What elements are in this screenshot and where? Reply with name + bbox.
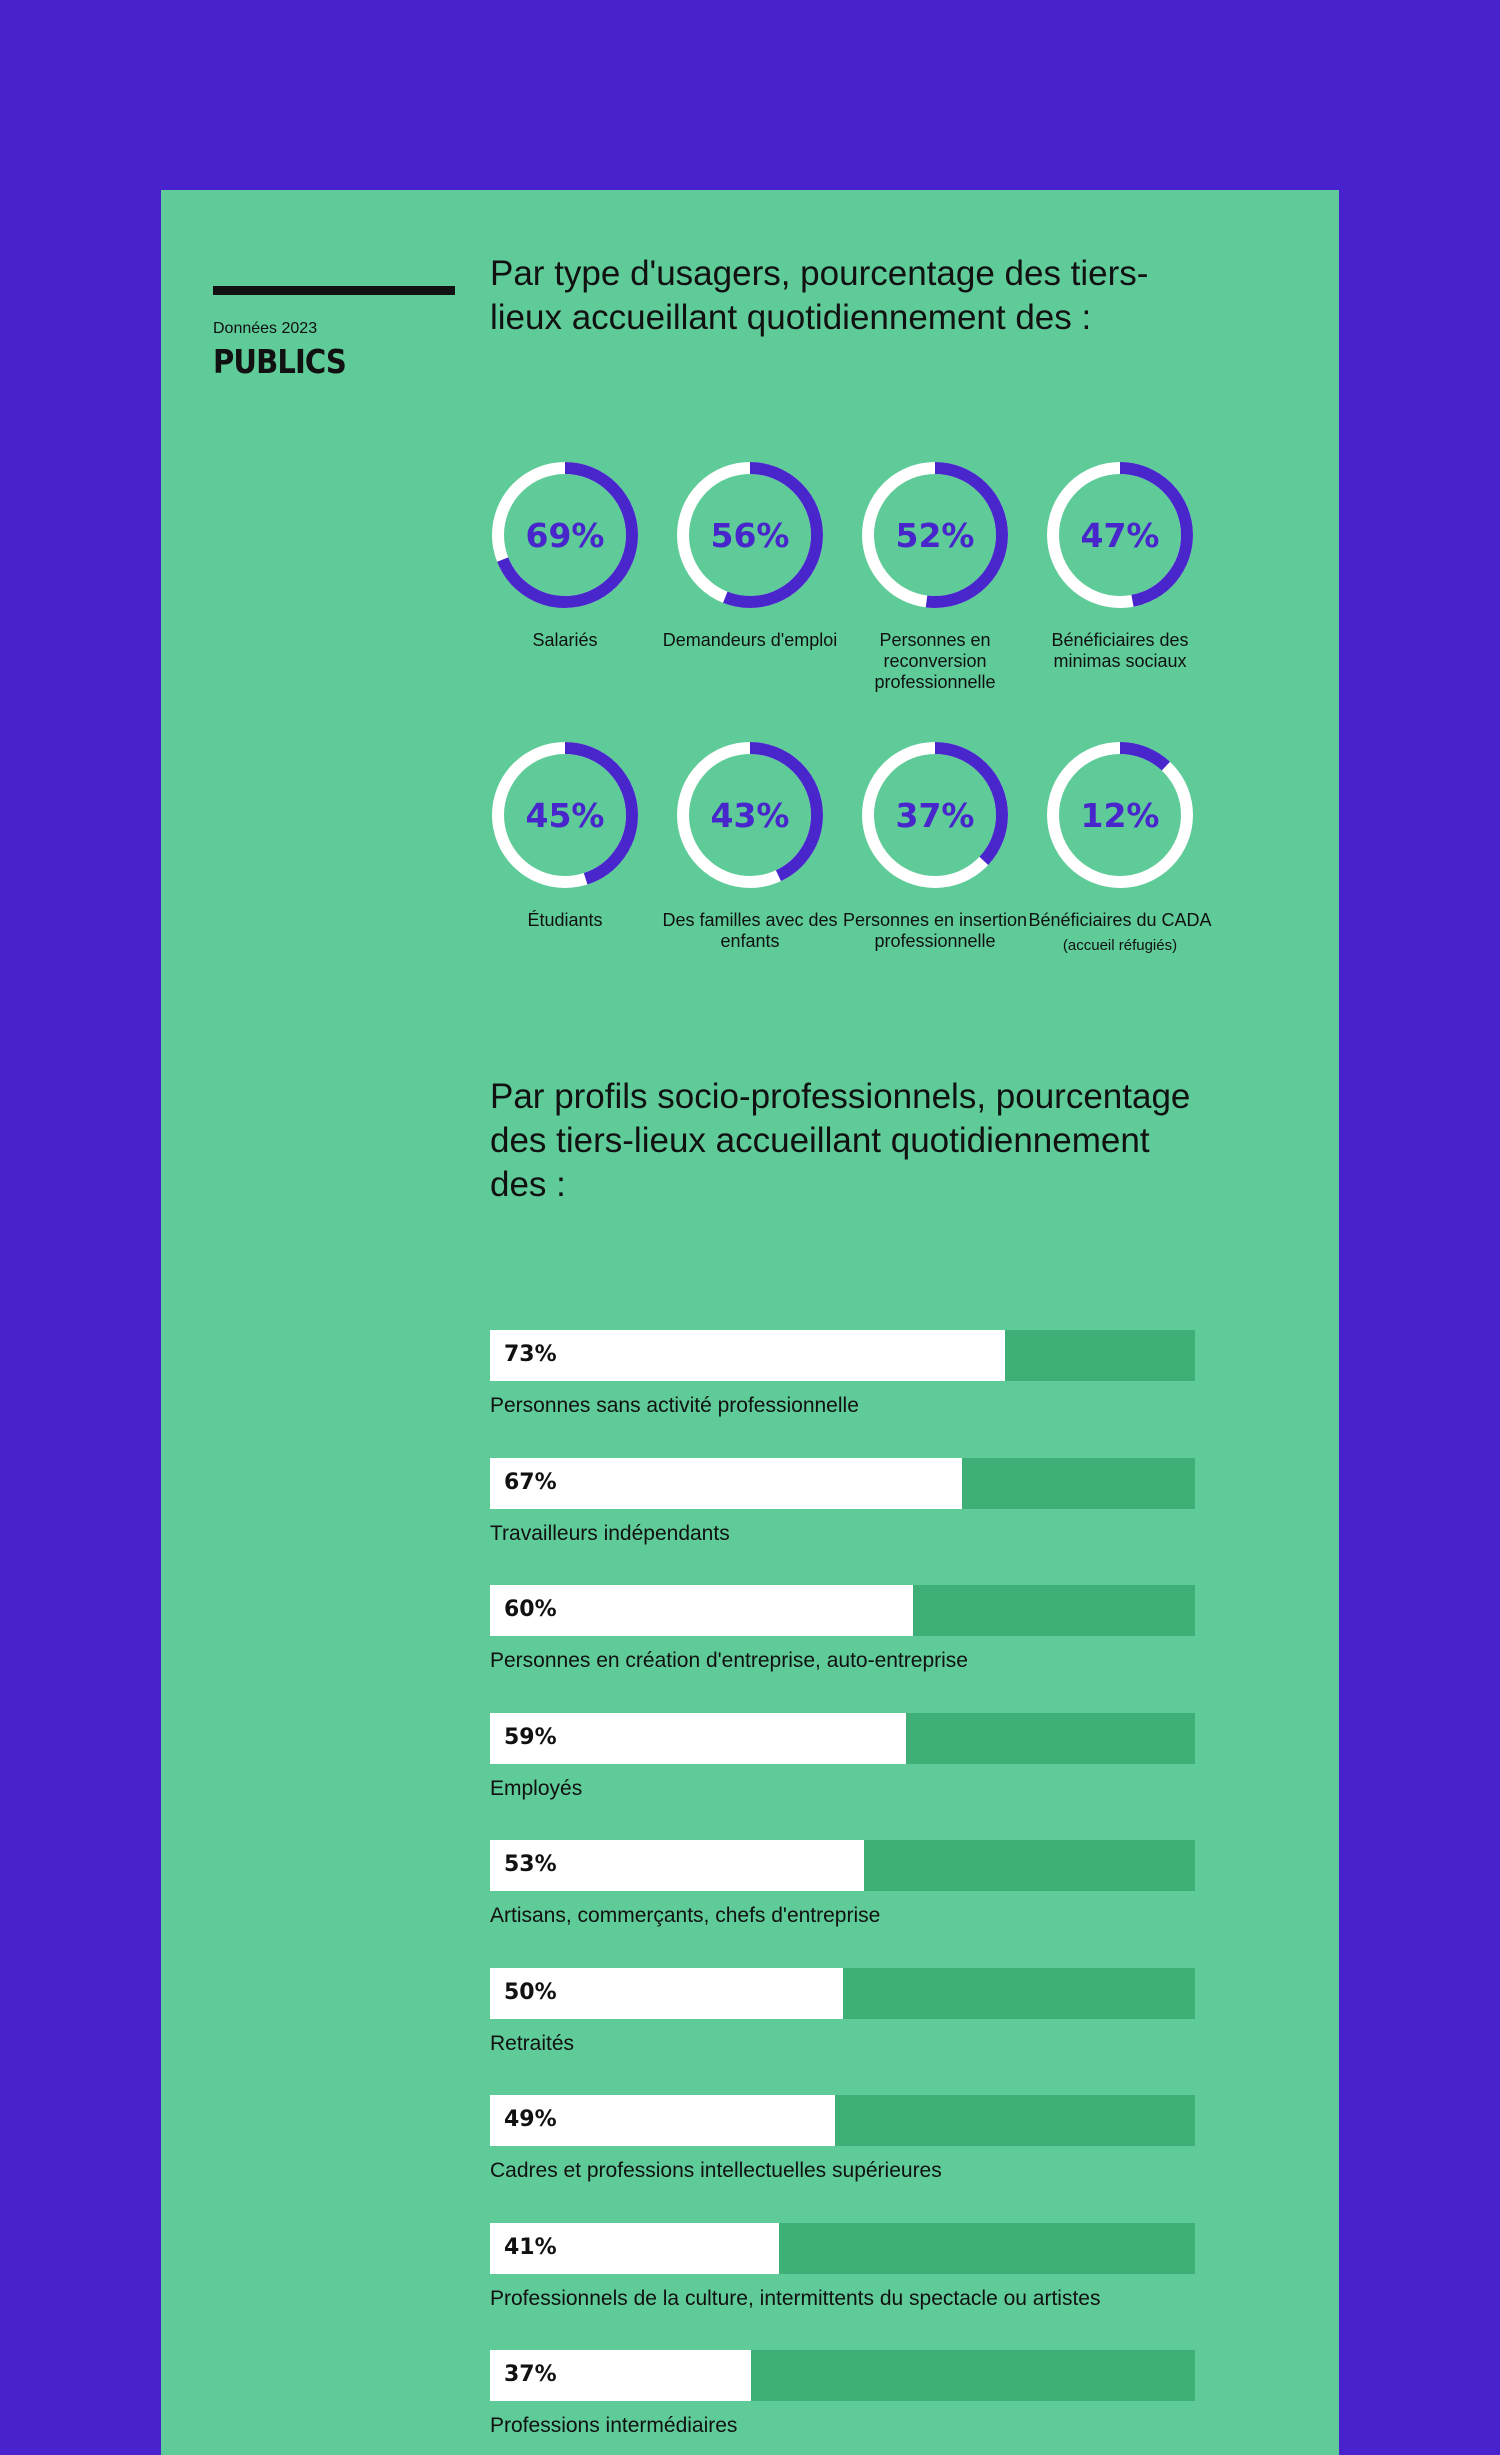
bar bbox=[490, 1457, 963, 1509]
donut-value: 47% bbox=[1081, 516, 1160, 555]
bar-track: 67% bbox=[490, 1457, 1195, 1509]
donut-item: 52% Personnes en reconversion professionn… bbox=[842, 460, 1028, 693]
donut-item: 37% Personnes en insertion professionnell… bbox=[842, 740, 1028, 952]
bar-value-label: 49% bbox=[504, 2107, 557, 2132]
donut-label: Salariés bbox=[532, 630, 598, 650]
bar-row: 67% Travailleurs indépendants bbox=[490, 1457, 1195, 1558]
bar-row: 41% Professionnels de la culture, intermi… bbox=[490, 2222, 1195, 2323]
bar-value-label: 59% bbox=[504, 1724, 557, 1750]
donut-chart: 47% bbox=[1047, 462, 1193, 608]
donut-item: 69% Salariés bbox=[472, 460, 658, 651]
donut-arc bbox=[862, 742, 1008, 888]
donut-item: 12% Bénéficiaires du CADA (accueil réfugié… bbox=[1027, 740, 1213, 955]
bar-value-label: 50% bbox=[504, 1979, 557, 2005]
donut-sublabel: (accueil réfugiés) bbox=[1062, 937, 1178, 954]
donut-arc bbox=[1047, 462, 1193, 608]
donut-value: 69% bbox=[526, 516, 605, 555]
donut-value: 43% bbox=[711, 796, 790, 835]
donut-label: Personnes en reconversion professionnell… bbox=[874, 630, 996, 692]
donut-label: Personnes en insertion professionnelle bbox=[842, 910, 1028, 951]
bar-value-label: 60% bbox=[504, 1597, 557, 1622]
donut-label: Étudiants bbox=[527, 910, 603, 930]
title-rule bbox=[213, 286, 455, 295]
bar-category-label: Retraités bbox=[490, 2031, 575, 2055]
donut-chart-grid: 69% Salariés 56% Demandeurs d'emploi 52% Pers… bbox=[490, 460, 1230, 980]
bar bbox=[490, 1967, 843, 2019]
donut-arc bbox=[862, 462, 1008, 608]
donut-chart: 12% bbox=[1047, 742, 1193, 888]
donut-section-heading: Par type d'usagers, pourcentage des tier… bbox=[490, 254, 1149, 337]
donut-value: 45% bbox=[526, 796, 605, 835]
donut-value: 56% bbox=[711, 516, 790, 555]
bar bbox=[490, 1585, 913, 1636]
bar-track: 60% bbox=[490, 1585, 1195, 1636]
bar-row: 53% Artisans, commerçants, chefs d'entrep… bbox=[490, 1840, 1195, 1940]
donut-chart: 45% bbox=[492, 742, 638, 888]
donut-chart: 37% bbox=[862, 742, 1008, 888]
bar-track: 73% bbox=[490, 1330, 1195, 1381]
donut-label: Bénéficiaires du CADA bbox=[1028, 910, 1212, 930]
donut-value: 37% bbox=[896, 796, 975, 835]
bar-track: 50% bbox=[490, 1967, 1195, 2019]
bar-category-label: Professionnels de la culture, intermitte… bbox=[490, 2286, 1101, 2310]
donut-arc bbox=[1047, 742, 1193, 888]
bar-category-label: Cadres et professions intellectuelles su… bbox=[490, 2159, 942, 2182]
donut-arc bbox=[677, 462, 823, 608]
bar-value-label: 67% bbox=[504, 1469, 557, 1495]
bar-category-label: Personnes sans activité professionnelle bbox=[490, 1394, 859, 1417]
bar-track: 37% bbox=[490, 2350, 1195, 2401]
infographic-panel: Données 2023 PUBLICS Par type d'usagers,… bbox=[161, 190, 1339, 2455]
bar-track: 59% bbox=[490, 1712, 1195, 1764]
data-year: Données 2023 bbox=[213, 320, 318, 337]
donut-item: 47% Bénéficiaires des minimas sociaux bbox=[1027, 460, 1213, 672]
donut-item: 45% Étudiants bbox=[472, 740, 658, 931]
donut-chart: 69% bbox=[492, 462, 638, 608]
bar-category-label: Artisans, commerçants, chefs d'entrepris… bbox=[490, 1904, 881, 1927]
donut-value: 12% bbox=[1081, 796, 1160, 835]
donut-label: Bénéficiaires des minimas sociaux bbox=[1051, 630, 1189, 671]
bar-value-label: 37% bbox=[504, 2362, 557, 2387]
bar-category-label: Personnes en création d'entreprise, auto… bbox=[490, 1649, 968, 1672]
bar bbox=[490, 2222, 780, 2274]
bar-category-label: Travailleurs indépendants bbox=[490, 1521, 730, 1545]
bar bbox=[490, 2350, 751, 2401]
bar-track: 53% bbox=[490, 1840, 1195, 1891]
bar-row: 73% Personnes sans activité professionnel… bbox=[490, 1330, 1195, 1430]
donut-arc bbox=[677, 742, 823, 888]
bar-track: 49% bbox=[490, 2095, 1195, 2146]
bar bbox=[490, 1840, 864, 1891]
donut-chart: 43% bbox=[677, 742, 823, 888]
donut-value: 52% bbox=[896, 516, 975, 555]
donut-arc bbox=[492, 462, 638, 608]
donut-arc bbox=[492, 742, 638, 888]
bar-row: 37% Professions intermédiaires bbox=[490, 2350, 1195, 2450]
bar bbox=[490, 1330, 1005, 1381]
bar bbox=[490, 2095, 836, 2146]
donut-item: 43% Des familles avec des enfants bbox=[657, 740, 843, 952]
bar-category-label: Professions intermédiaires bbox=[490, 2414, 738, 2437]
donut-label: Des familles avec des enfants bbox=[662, 910, 838, 951]
bar-track: 41% bbox=[490, 2222, 1195, 2274]
bar-row: 50% Retraités bbox=[490, 1967, 1195, 2068]
bar-category-label: Employés bbox=[490, 1776, 583, 1800]
section-name: PUBLICS bbox=[213, 342, 347, 381]
bar-row: 59% Employés bbox=[490, 1712, 1195, 1813]
bar-value-label: 41% bbox=[504, 2234, 557, 2260]
donut-chart: 52% bbox=[862, 462, 1008, 608]
bar-section-heading: Par profils socio-professionnels, pource… bbox=[490, 1077, 1191, 1204]
donut-item: 56% Demandeurs d'emploi bbox=[657, 460, 843, 651]
donut-chart: 56% bbox=[677, 462, 823, 608]
bar bbox=[490, 1712, 906, 1764]
bar-row: 60% Personnes en création d'entreprise, a… bbox=[490, 1585, 1195, 1685]
bar-value-label: 73% bbox=[504, 1342, 557, 1367]
donut-label: Demandeurs d'emploi bbox=[662, 630, 838, 650]
bar-value-label: 53% bbox=[504, 1852, 557, 1877]
bar-row: 49% Cadres et professions intellectuelles… bbox=[490, 2095, 1195, 2195]
